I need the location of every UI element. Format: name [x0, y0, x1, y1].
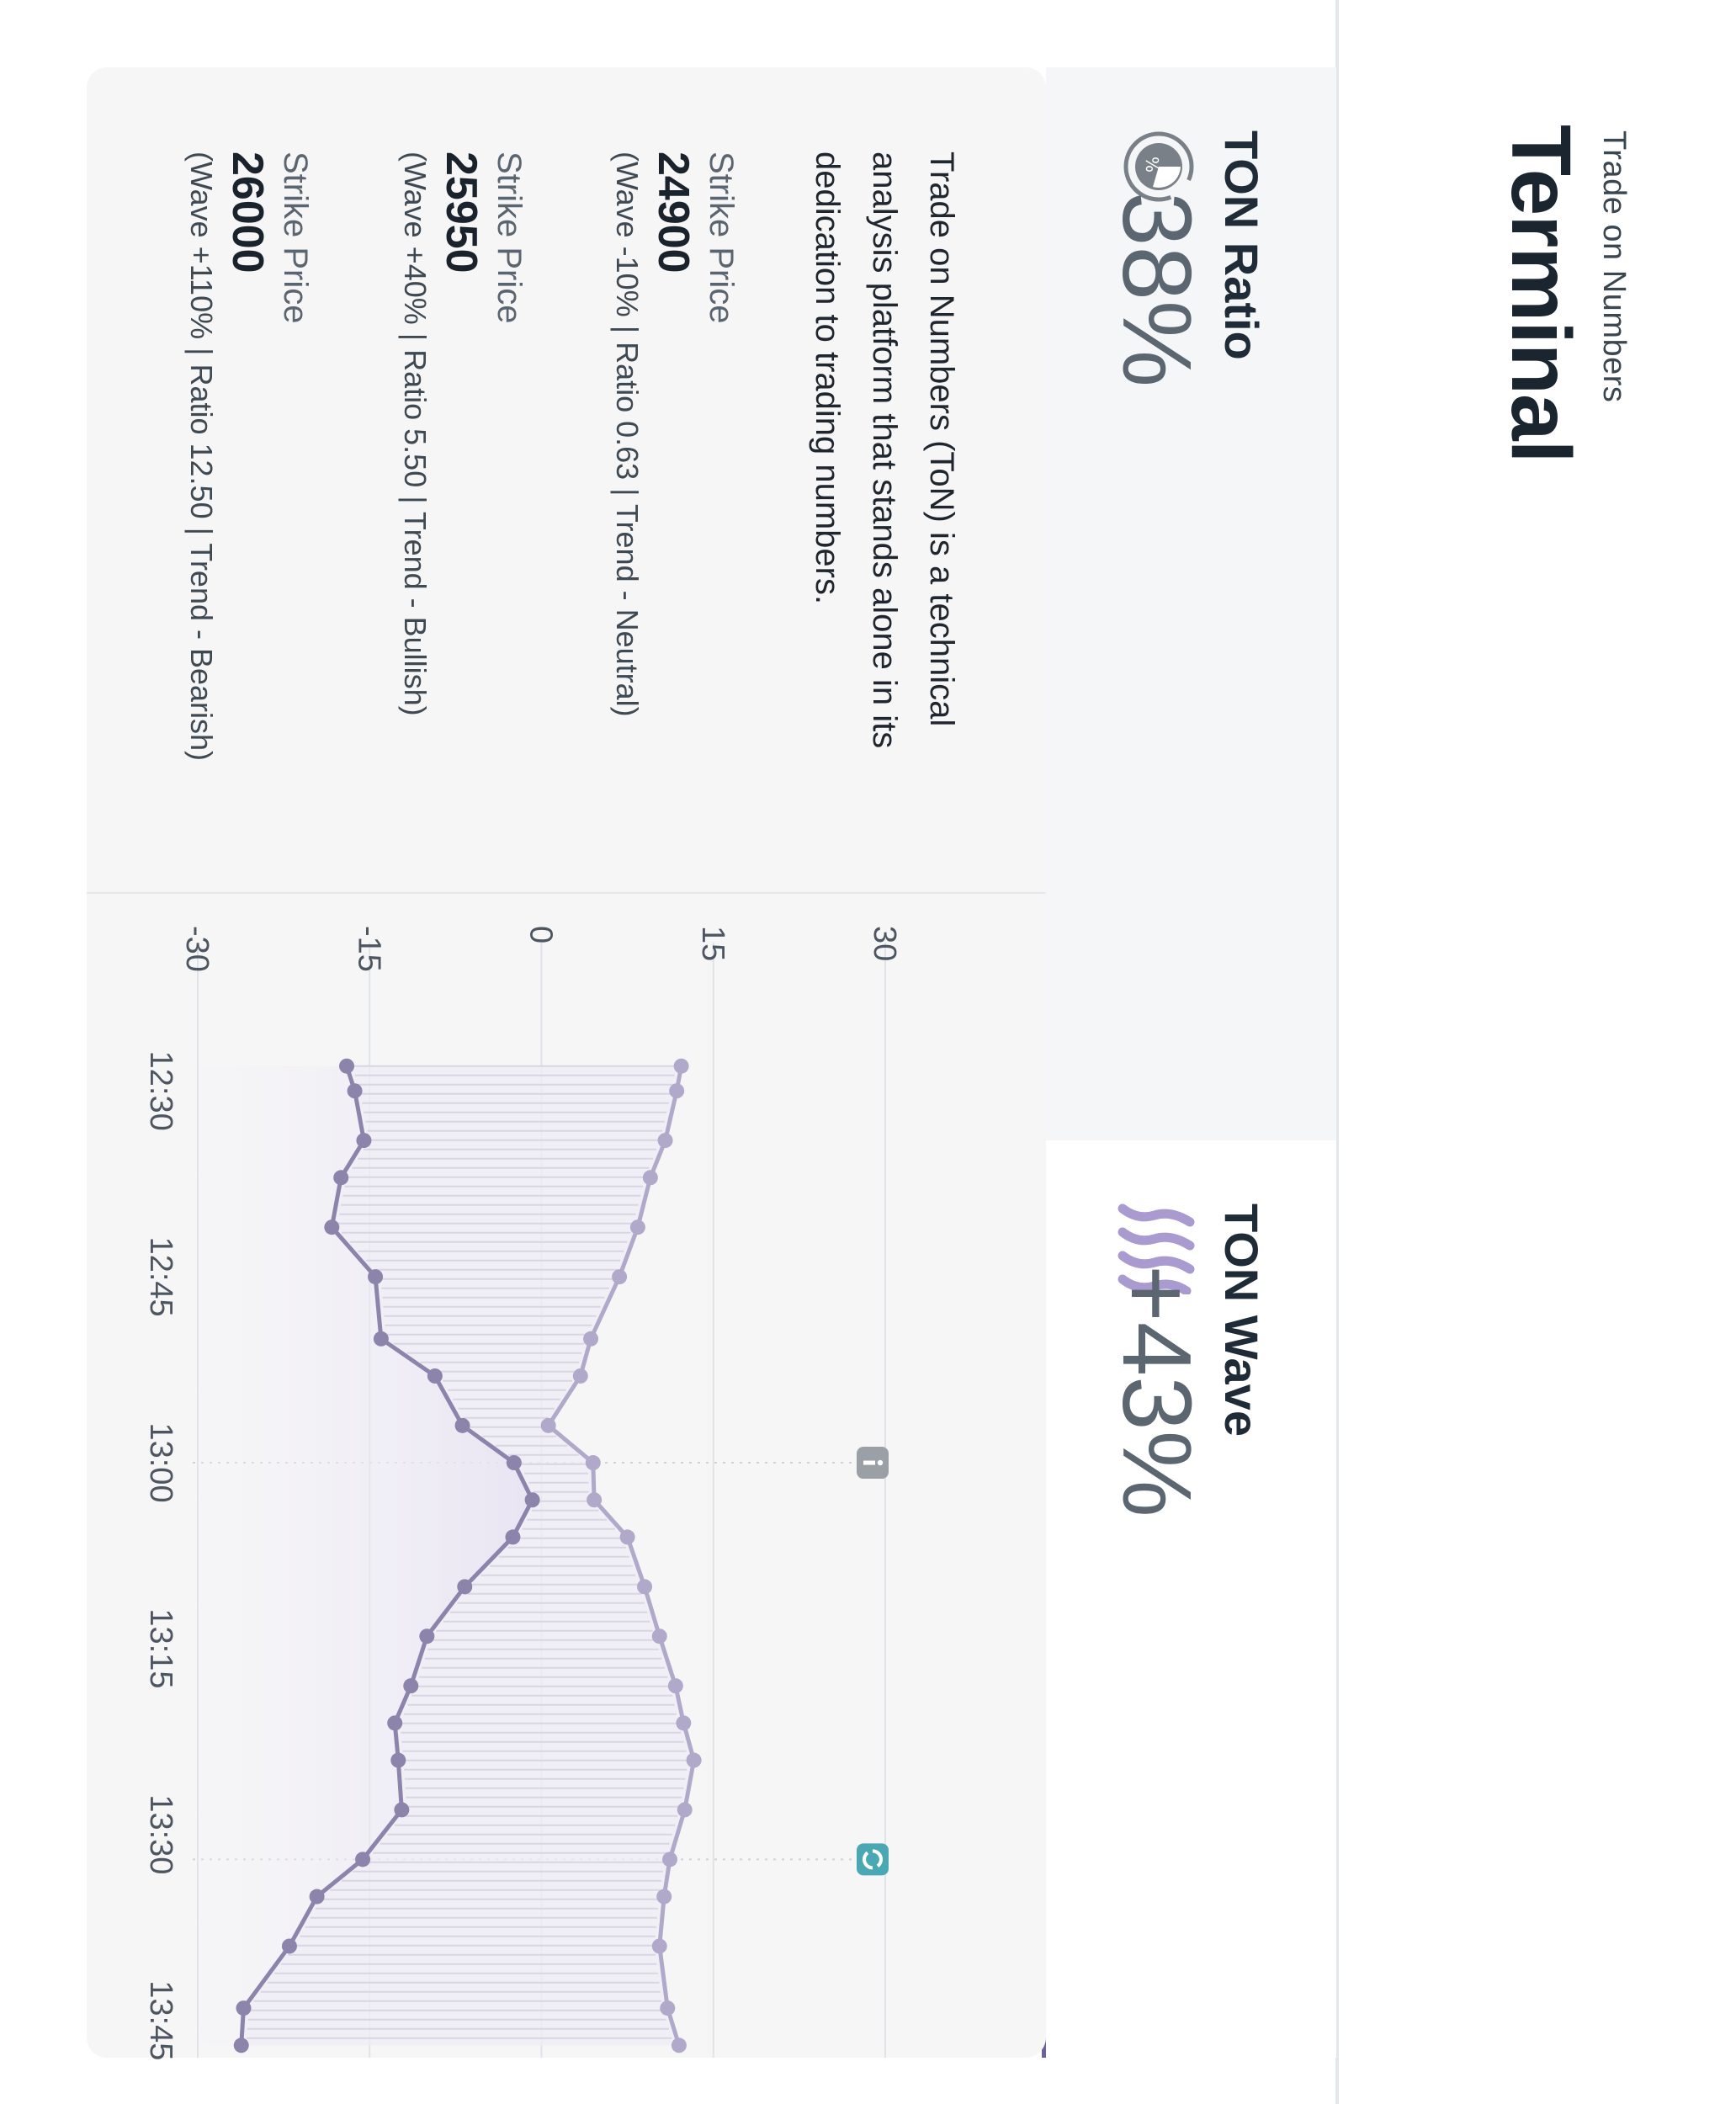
upper-series-point: [656, 1889, 672, 1905]
lower-series-point: [394, 1802, 410, 1818]
upper-series-point: [612, 1269, 628, 1285]
y-tick-label: 30: [867, 926, 902, 961]
y-tick-label: 15: [695, 926, 730, 961]
lower-series-point: [339, 1058, 355, 1074]
lower-series-point: [506, 1455, 522, 1471]
chart-band: [198, 1065, 694, 2046]
upper-series-point: [619, 1529, 635, 1545]
lower-area-fill: [198, 1065, 533, 2046]
y-tick-label: -30: [179, 926, 215, 972]
upper-series-point: [629, 1219, 645, 1235]
wave-lines-icon: [1118, 1203, 1195, 1294]
lower-series-point: [281, 1938, 297, 1954]
refresh-arc: [863, 1851, 873, 1870]
chart-markers: [857, 1447, 889, 1876]
upper-series-point: [637, 1579, 653, 1595]
x-tick-label: 13:15: [143, 1608, 178, 1688]
upper-series-point: [671, 2038, 687, 2054]
info-marker-icon: [857, 1447, 889, 1480]
lower-series-point: [324, 1219, 340, 1235]
upper-series-point: [587, 1492, 603, 1508]
upper-series-point: [676, 1715, 692, 1731]
lower-series-point: [524, 1492, 540, 1508]
x-tick-label: 13:45: [143, 1980, 178, 2060]
lower-series-point: [356, 1133, 372, 1149]
upper-series-point: [651, 1938, 667, 1954]
refresh-arc: [872, 1849, 883, 1868]
upper-series-point: [651, 1628, 667, 1644]
lower-series-point: [355, 1852, 371, 1868]
upper-series-point: [642, 1170, 658, 1186]
ton-wave-card[interactable]: TON Wave +43%: [1042, 1140, 1336, 2058]
lower-series-point: [387, 1715, 403, 1731]
upper-series-point: [540, 1417, 556, 1433]
lower-series-point: [390, 1752, 406, 1768]
lower-series-point: [309, 1889, 325, 1905]
lower-series-point: [373, 1331, 389, 1347]
lower-series-point: [368, 1269, 384, 1285]
upper-series-point: [669, 1083, 685, 1099]
x-tick-label: 12:45: [143, 1237, 178, 1317]
lower-series-point: [233, 2038, 249, 2054]
lower-series-point: [347, 1083, 363, 1099]
info-dot: [877, 1459, 884, 1466]
upper-series-point: [677, 1802, 693, 1818]
y-tick-label: -15: [351, 926, 386, 972]
lower-series-point: [454, 1417, 470, 1433]
upper-series-point: [662, 1852, 678, 1868]
lower-series-point: [457, 1579, 473, 1595]
svg-text:%: %: [1142, 157, 1162, 173]
refresh-marker-icon: [857, 1843, 889, 1876]
upper-series-point: [660, 2000, 676, 2016]
upper-series-point: [657, 1133, 673, 1149]
upper-series-point: [667, 1678, 683, 1694]
lower-series-point: [419, 1628, 435, 1644]
upper-series-point: [673, 1058, 689, 1074]
lower-series-point: [403, 1678, 419, 1694]
upper-series-point: [686, 1752, 702, 1768]
x-tick-label: 13:00: [143, 1422, 178, 1502]
chart-axes: 30 15 0 -15 -30 12:30 12:45 13:00 13:15 13:30 13:4…: [143, 926, 902, 2060]
refresh-marker-icon-bg: [857, 1843, 889, 1876]
ton-ratio-card[interactable]: TON Ratio % 38%: [1046, 67, 1336, 1142]
x-tick-label: 12:30: [143, 1051, 178, 1131]
ratio-gauge-icon: %: [1123, 131, 1194, 202]
upper-series-point: [572, 1368, 588, 1384]
y-tick-label: 0: [523, 926, 559, 943]
chart-series: [233, 1058, 702, 2054]
upper-series-point: [583, 1331, 599, 1347]
lower-series-point: [333, 1170, 349, 1186]
x-tick-label: 13:30: [143, 1794, 178, 1874]
info-stem: [863, 1460, 875, 1465]
lower-series-point: [236, 2000, 252, 2016]
lower-series-point: [427, 1368, 443, 1384]
band-fill: [241, 1065, 694, 2046]
lower-series-point: [505, 1529, 521, 1545]
upper-series-point: [585, 1455, 601, 1471]
